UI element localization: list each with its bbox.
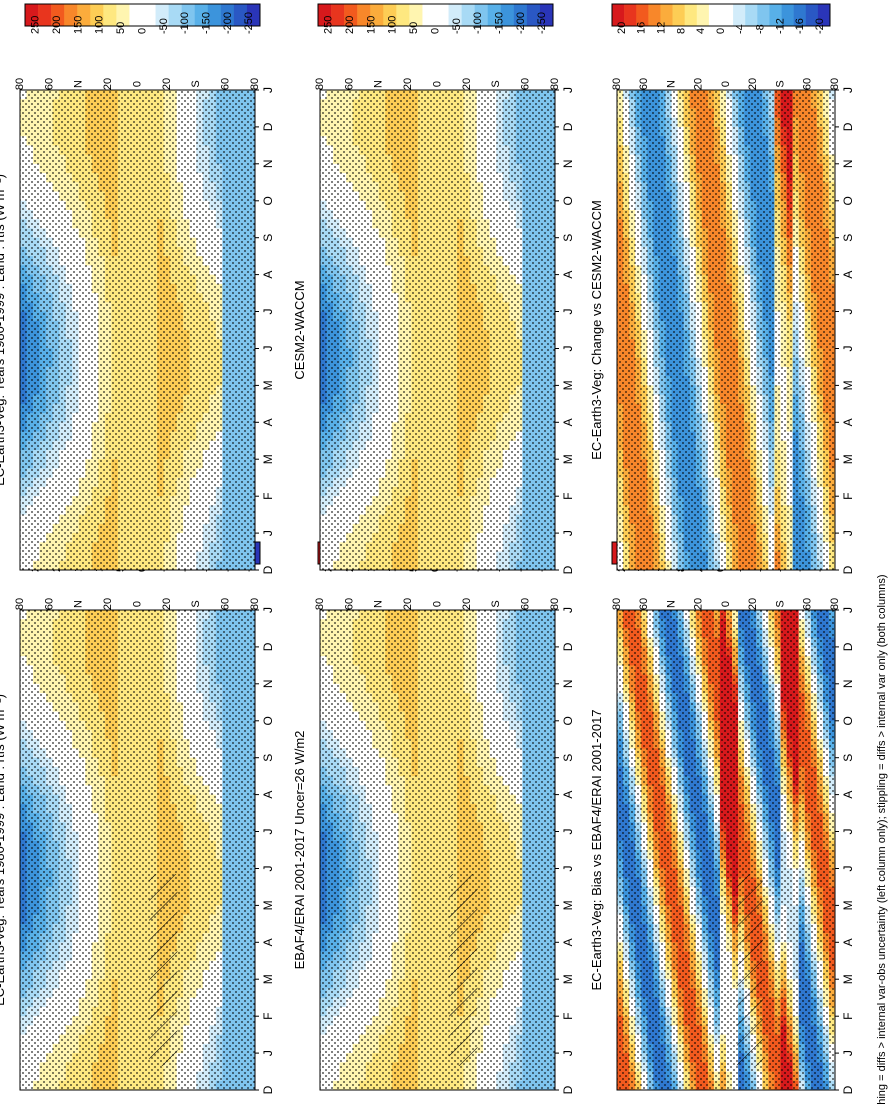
month-tick-label: D [261,642,275,651]
month-tick-label: O [261,716,275,725]
lat-tick-label: 60 [43,598,55,610]
lat-tick-label: 60 [220,78,232,90]
colorbar-swatch [116,4,130,26]
stippling-overlay [20,610,255,1090]
lat-tick-label: 60 [220,598,232,610]
lat-tick-label: 20 [161,598,173,610]
lat-tick-label: 0 [131,81,143,87]
month-tick-label: S [261,234,275,242]
stippling-overlay [20,90,255,570]
lat-tick-label: 0 [131,601,143,607]
colorbar-swatch [246,4,261,26]
colorbar-swatch [233,4,248,26]
colorbar: 250 200 150 100 50 0 -50 -100 -150 -200 -250 [24,3,261,34]
month-tick-label: A [261,791,275,799]
month-tick-label: M [261,454,275,464]
lat-tick-label: N [73,80,85,88]
colorbar-tick-label: -50 [158,18,170,34]
month-tick-label: M [261,380,275,390]
colorbar-tick-label: -200 [222,12,234,34]
month-tick-label: J [261,1050,275,1056]
month-tick-label: J [261,607,275,613]
colorbar-swatch [25,4,39,26]
colorbar-swatch [181,4,196,26]
month-tick-label: J [261,530,275,536]
colorbar-swatch [220,4,235,26]
colorbar-swatch [103,4,117,26]
lat-tick-label: 60 [43,78,55,90]
month-tick-label: O [261,196,275,205]
colorbar-tick-label: -100 [179,12,191,34]
panel-title: EC-Earth3-Veg: Years 1980-1999 : Land : … [0,174,7,486]
month-tick-label: A [261,271,275,279]
plot-frame [19,609,256,1091]
month-tick-label: D [261,122,275,131]
colorbar-swatch [168,4,182,26]
colorbar-swatch [38,4,52,26]
lat-tick-label: 20 [102,78,114,90]
lat-tick-label: 80 [249,598,261,610]
hatching-overlay [149,874,178,1066]
colorbar-swatch [194,4,209,26]
lat-tick-label: 20 [161,78,173,90]
month-tick-label: J [261,866,275,872]
colorbar-tick-label: 100 [94,16,106,34]
month-tick-label: S [261,754,275,762]
month-tick-label: A [261,938,275,946]
colorbar-swatch [155,4,169,26]
lat-tick-label: 80 [14,78,26,90]
month-tick-label: J [261,346,275,352]
month-tick-label: F [261,493,275,500]
month-tick-label: A [261,418,275,426]
colorbar-swatch [77,4,91,26]
colorbar-tick-label: -150 [201,12,213,34]
colorbar-tick-label: 200 [51,16,63,34]
month-tick-label: D [261,565,275,574]
lat-tick-label: S [190,600,202,607]
panel-title: EC-Earth3-Veg: Years 1980-1999 : Land : … [0,694,7,1006]
colorbar-swatch [207,4,222,26]
colorbar-swatch [51,4,65,26]
colorbar-swatch [64,4,78,26]
colorbar-tick-label: 0 [136,28,148,34]
colorbar-tick-label: -250 [243,12,255,34]
month-tick-label: F [261,1013,275,1020]
colorbar-swatch [129,4,143,26]
lat-tick-label: 80 [249,78,261,90]
month-tick-label: J [261,309,275,315]
lat-tick-label: 20 [102,598,114,610]
colorbar-swatch [90,4,104,26]
plot-frame [19,89,256,571]
colorbar-frame [24,3,261,27]
colorbar-tick-label: 250 [30,16,42,34]
month-tick-label: M [261,900,275,910]
colorbar-tick-label: 50 [115,22,127,34]
month-tick-label: J [261,829,275,835]
month-tick-label: N [261,159,275,168]
colorbar-tick-label: 150 [72,16,84,34]
lat-tick-label: 80 [14,598,26,610]
month-tick-label: D [261,1085,275,1094]
lat-tick-label: N [73,600,85,608]
colorbar-swatch [142,4,156,26]
lat-tick-label: S [190,80,202,87]
month-tick-label: M [261,974,275,984]
month-tick-label: N [261,679,275,688]
month-tick-label: J [261,87,275,93]
